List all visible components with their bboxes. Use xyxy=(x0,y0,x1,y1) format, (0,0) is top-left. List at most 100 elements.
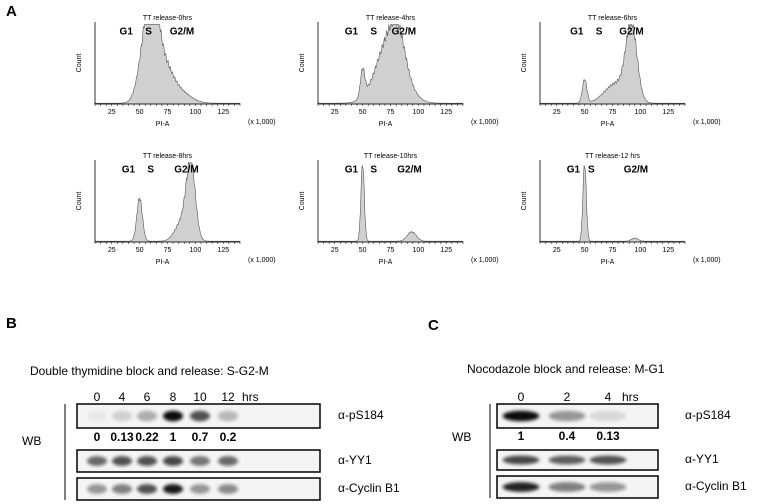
x-tick-label: 50 xyxy=(359,247,367,254)
band xyxy=(589,455,627,465)
band xyxy=(502,410,540,422)
phase-label: G1 xyxy=(570,27,584,38)
quant-label: 0.7 xyxy=(192,430,209,444)
phase-label: G1 xyxy=(345,165,359,176)
x-tick-label: 25 xyxy=(331,247,339,254)
y-label: Count xyxy=(521,54,528,73)
y-label: Count xyxy=(299,54,306,73)
side-label: WB xyxy=(22,434,41,448)
quant-label: 0.13 xyxy=(110,430,134,444)
histogram xyxy=(317,24,464,105)
band xyxy=(218,456,238,466)
plot-title: TT release-12 hrs xyxy=(585,153,641,160)
phase-label: S xyxy=(596,27,603,38)
phase-label: G2/M xyxy=(397,165,421,176)
phase-label: G2/M xyxy=(619,27,643,38)
x-label: PI-A xyxy=(601,121,615,128)
plot-title: TT release-8hrs xyxy=(143,153,193,160)
x-tick-label: 50 xyxy=(581,247,589,254)
band xyxy=(163,456,183,466)
phase-label: S xyxy=(147,165,154,176)
band xyxy=(137,410,157,422)
x-tick-label: 25 xyxy=(553,247,561,254)
quant-label: 0.4 xyxy=(559,429,576,443)
histogram xyxy=(539,24,686,105)
x-tick-label: 100 xyxy=(190,247,202,254)
x-tick-label: 75 xyxy=(387,109,395,116)
x-tick-label: 25 xyxy=(553,109,561,116)
x-unit: (x 1,000) xyxy=(693,257,721,264)
lane-label: 2 xyxy=(564,390,571,404)
band xyxy=(137,484,157,494)
antibody-label: α-pS184 xyxy=(685,408,731,422)
band xyxy=(190,456,210,466)
x-tick-label: 125 xyxy=(217,109,229,116)
phase-label: G1 xyxy=(345,27,359,38)
x-tick-label: 100 xyxy=(190,109,202,116)
quant-label: 0.22 xyxy=(135,430,159,444)
x-tick-label: 75 xyxy=(387,247,395,254)
x-tick-label: 75 xyxy=(609,109,617,116)
quant-label: 0.2 xyxy=(220,430,237,444)
lane-label: 6 xyxy=(144,390,151,404)
x-tick-label: 125 xyxy=(662,109,674,116)
quant-label: 0 xyxy=(94,430,101,444)
band xyxy=(218,484,238,494)
lane-unit: hrs xyxy=(622,390,639,404)
lane-label: 12 xyxy=(221,390,235,404)
x-tick-label: 50 xyxy=(581,109,589,116)
phase-label: S xyxy=(145,27,152,38)
lane-label: 8 xyxy=(170,390,177,404)
x-tick-label: 125 xyxy=(662,247,674,254)
plot-title: TT release-10hrs xyxy=(364,153,418,160)
phase-label: G2/M xyxy=(170,27,194,38)
phase-label: S xyxy=(370,27,377,38)
band xyxy=(589,482,627,492)
band xyxy=(87,484,107,494)
panel-label: A xyxy=(6,3,17,20)
antibody-label: α-Cyclin B1 xyxy=(685,479,747,493)
x-label: PI-A xyxy=(379,259,393,266)
lane-unit: hrs xyxy=(242,390,259,404)
band xyxy=(190,410,210,422)
phase-label: G2/M xyxy=(392,27,416,38)
band xyxy=(502,455,540,465)
x-tick-label: 100 xyxy=(635,247,647,254)
lane-label: 4 xyxy=(119,390,126,404)
histogram xyxy=(317,165,464,243)
band xyxy=(112,456,132,466)
antibody-label: α-Cyclin B1 xyxy=(338,481,400,495)
band xyxy=(87,410,107,422)
side-label: WB xyxy=(452,430,471,444)
band xyxy=(87,456,107,466)
y-label: Count xyxy=(76,54,83,73)
x-label: PI-A xyxy=(601,259,615,266)
phase-label: G2/M xyxy=(624,165,648,176)
y-label: Count xyxy=(299,192,306,211)
histogram xyxy=(539,165,686,243)
quant-label: 1 xyxy=(170,430,177,444)
quant-label: 0.13 xyxy=(596,429,620,443)
band xyxy=(190,484,210,494)
phase-label: G1 xyxy=(567,165,581,176)
antibody-label: α-YY1 xyxy=(338,453,372,467)
band xyxy=(502,482,540,492)
x-label: PI-A xyxy=(156,121,170,128)
blot-title: Double thymidine block and release: S-G2… xyxy=(30,364,269,378)
panel-label: C xyxy=(428,317,439,334)
plot-title: TT release-6hrs xyxy=(588,15,638,22)
phase-label: G2/M xyxy=(174,165,198,176)
x-unit: (x 1,000) xyxy=(471,119,499,126)
x-tick-label: 25 xyxy=(331,109,339,116)
x-tick-label: 100 xyxy=(413,247,425,254)
phase-label: G1 xyxy=(120,27,134,38)
quant-label: 1 xyxy=(518,429,525,443)
band xyxy=(548,410,586,422)
phase-label: S xyxy=(370,165,377,176)
x-tick-label: 75 xyxy=(164,109,172,116)
antibody-label: α-YY1 xyxy=(685,452,719,466)
band xyxy=(163,484,183,494)
plot-title: TT release-0hrs xyxy=(143,15,193,22)
x-tick-label: 100 xyxy=(413,109,425,116)
